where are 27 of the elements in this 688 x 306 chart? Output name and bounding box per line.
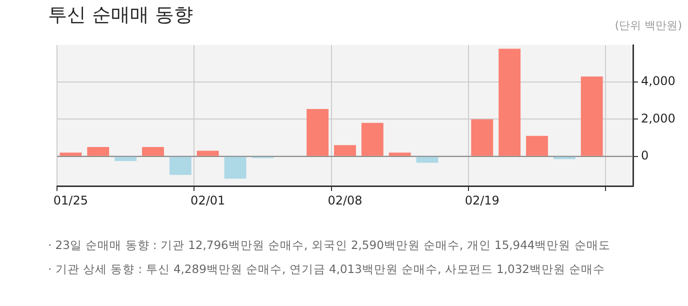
bar — [87, 147, 110, 156]
bar — [60, 152, 82, 156]
bar — [334, 145, 356, 156]
bar — [388, 152, 411, 156]
y-tick-label: 0 — [641, 148, 649, 162]
bar — [498, 48, 521, 156]
y-tick-label: 4,000 — [641, 74, 676, 88]
text: · 23일 순매매 동향 : 기관 12,796백만원 순매수, 외국인 2,590백만원 순매수, 개인 15,944백만원 순매도 — [48, 238, 610, 253]
bar — [169, 156, 192, 175]
y-tick-label: 2,000 — [641, 111, 676, 126]
bar — [526, 136, 548, 156]
bar — [224, 156, 246, 179]
bar — [416, 156, 438, 163]
bar — [471, 119, 494, 156]
bar — [142, 147, 164, 156]
x-tick-label: 02/08 — [328, 193, 362, 208]
bar — [361, 122, 384, 156]
x-tick-label: 02/19 — [464, 193, 500, 208]
bar — [580, 76, 603, 156]
x-tick-label: 01/25 — [53, 193, 88, 208]
text: · 기관 상세 동향 : 투신 4,289백만원 순매수, 연기금 4,013백만원 순매수, 사모펀드 1,032백만원 순매수 — [48, 262, 606, 277]
bar — [306, 109, 329, 156]
bar — [196, 150, 219, 156]
chart-title: 투신 순매매 동향 — [48, 3, 194, 28]
bar — [114, 156, 137, 161]
x-tick-label: 02/01 — [190, 193, 226, 208]
y-axis-title: (단위 백만원) — [614, 18, 682, 33]
